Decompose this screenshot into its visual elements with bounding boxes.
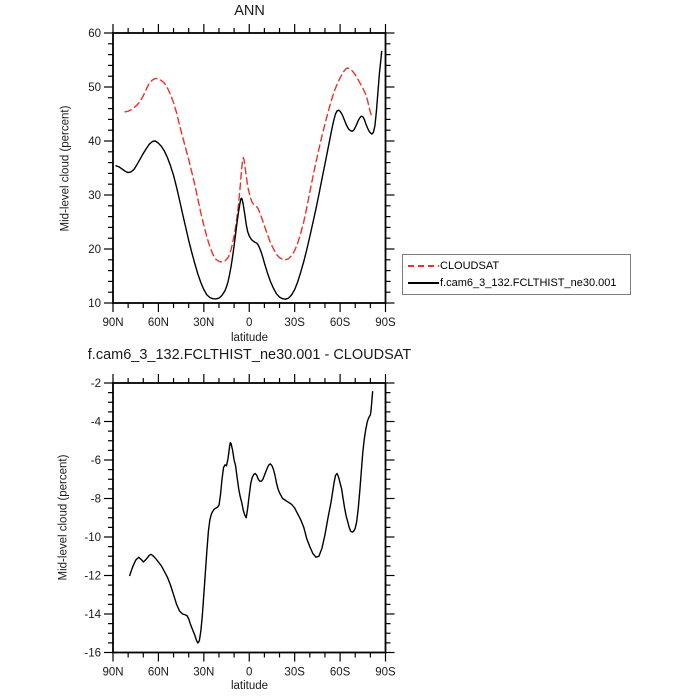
- x-tick-label: 0: [246, 317, 252, 329]
- x-tick-label: 60S: [330, 317, 351, 329]
- legend-label: CLOUDSAT: [440, 259, 500, 272]
- y-tick-label: -2: [91, 378, 101, 390]
- x-tick-label: 90S: [375, 667, 396, 679]
- x-tick-label: 90N: [102, 667, 123, 679]
- y-tick-label: 20: [88, 244, 101, 256]
- y-tick-label: -8: [91, 494, 101, 506]
- legend-label: f.cam6_3_132.FCLTHIST_ne30.001: [440, 277, 617, 290]
- y-tick-label: -6: [91, 455, 101, 467]
- x-tick-label: 30S: [284, 667, 305, 679]
- series-line-solid: [129, 391, 374, 644]
- y-tick-label: 40: [88, 136, 101, 148]
- x-tick-label: 90S: [375, 317, 396, 329]
- plot-frame: [112, 32, 387, 304]
- bottom-chart-x-axis-label: latitude: [230, 680, 269, 692]
- y-tick-label: -12: [84, 571, 101, 583]
- legend-entry-cloudsat: CLOUDSAT: [408, 259, 630, 272]
- top-chart-x-axis-label: latitude: [230, 332, 269, 344]
- y-tick-label: 30: [88, 190, 101, 202]
- y-tick-label: -10: [84, 532, 101, 544]
- dashed-line-swatch: [408, 264, 439, 267]
- top-chart-y-axis-label: Mid-level cloud (percent): [59, 105, 72, 232]
- plot-frame: [112, 382, 387, 654]
- chart-0: 90N 60N 30N 0 30S 60S 90S 10 20 30 40 50 60: [88, 24, 396, 329]
- y-tick-label: 50: [88, 82, 101, 94]
- y-tick-label: -16: [84, 648, 101, 660]
- chart-1: 90N 60N 30N 0 30S 60S 90S -2 -4 -6 -8 -10 -12 -14 -16: [84, 374, 396, 679]
- x-tick-label: 0: [246, 667, 252, 679]
- y-tick-label: 10: [88, 298, 101, 310]
- x-tick-label: 90N: [102, 317, 123, 329]
- y-tick-label: 60: [88, 28, 101, 40]
- x-tick-label: 60S: [330, 667, 351, 679]
- bottom-chart-title: f.cam6_3_132.FCLTHIST_ne30.001 - CLOUDSA…: [87, 347, 412, 363]
- x-tick-label: 30N: [193, 667, 214, 679]
- legend-box: CLOUDSAT f.cam6_3_132.FCLTHIST_ne30.001: [402, 254, 631, 295]
- series-line-dashed: [124, 67, 373, 263]
- top-chart-title: ANN: [234, 3, 265, 19]
- solid-line-swatch: [408, 282, 439, 285]
- y-tick-label: -4: [91, 417, 102, 429]
- x-tick-label: 60N: [148, 667, 169, 679]
- x-tick-label: 60N: [148, 317, 169, 329]
- bottom-chart-y-axis-label: Mid-level cloud (percent): [57, 454, 70, 581]
- y-tick-label: -14: [84, 609, 101, 621]
- x-tick-label: 30S: [284, 317, 305, 329]
- legend-entry-model: f.cam6_3_132.FCLTHIST_ne30.001: [408, 277, 630, 290]
- series-line-solid: [115, 50, 383, 300]
- x-tick-label: 30N: [193, 317, 214, 329]
